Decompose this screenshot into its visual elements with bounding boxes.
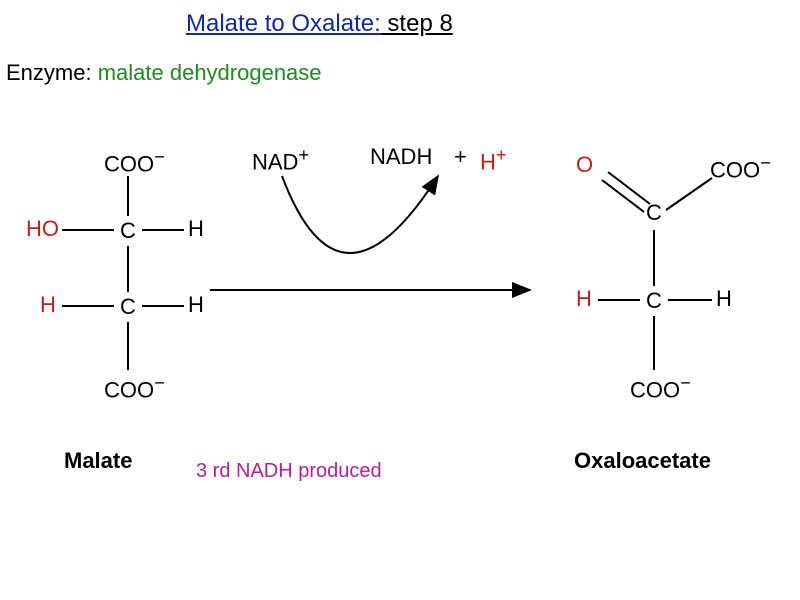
- oaa-name: Oxaloacetate: [574, 448, 711, 474]
- malate-coo-bot-text: COO: [104, 377, 154, 402]
- hplus-label: H+: [480, 144, 507, 175]
- malate-coo-bot: COO−: [104, 372, 165, 403]
- nad-sup: +: [298, 144, 309, 165]
- oaa-bond-o2: [608, 172, 650, 204]
- nad-label: NAD+: [252, 144, 309, 175]
- malate-H-left: H: [40, 292, 56, 318]
- caption: 3 rd NADH produced: [196, 460, 382, 483]
- hplus-text: H: [480, 149, 496, 174]
- malate-H-right1: H: [188, 216, 204, 242]
- malate-coo-top-sup: −: [154, 146, 165, 167]
- malate-coo-bot-sup: −: [154, 372, 165, 393]
- oaa-C1: C: [646, 200, 662, 226]
- enzyme-name: malate dehydrogenase: [92, 60, 322, 85]
- oaa-coo-bot-text: COO: [630, 377, 680, 402]
- malate-coo-top-text: COO: [104, 151, 154, 176]
- oaa-coo-bot: COO−: [630, 372, 691, 403]
- oaa-coo-right-sup: −: [760, 152, 771, 173]
- enzyme-label: Enzyme:: [6, 60, 92, 85]
- oaa-bond-coor: [666, 178, 712, 210]
- oaa-coo-bot-sup: −: [680, 372, 691, 393]
- nadh-label: NADH: [370, 144, 432, 170]
- title-part2: step 8: [381, 10, 453, 37]
- oaa-H-left: H: [576, 286, 592, 312]
- oaa-H-right: H: [716, 286, 732, 312]
- page-title: Malate to Oxalate: step 8: [186, 10, 453, 38]
- oaa-coo-right: COO−: [710, 152, 771, 183]
- nad-text: NAD: [252, 149, 298, 174]
- oaa-coo-right-text: COO: [710, 157, 760, 182]
- malate-C2: C: [120, 294, 136, 320]
- oaa-C2: C: [646, 288, 662, 314]
- title-part1: Malate to Oxalate:: [186, 10, 381, 37]
- oaa-O: O: [576, 152, 593, 178]
- malate-H-right2: H: [188, 292, 204, 318]
- enzyme-line: Enzyme: malate dehydrogenase: [6, 60, 322, 86]
- malate-coo-top: COO−: [104, 146, 165, 177]
- reaction-arc: [282, 176, 438, 253]
- malate-HO: HO: [26, 216, 59, 242]
- hplus-sup: +: [496, 144, 507, 165]
- malate-name: Malate: [64, 448, 132, 474]
- plus-label: +: [454, 144, 467, 170]
- oaa-bond-o1: [602, 180, 644, 212]
- malate-C1: C: [120, 218, 136, 244]
